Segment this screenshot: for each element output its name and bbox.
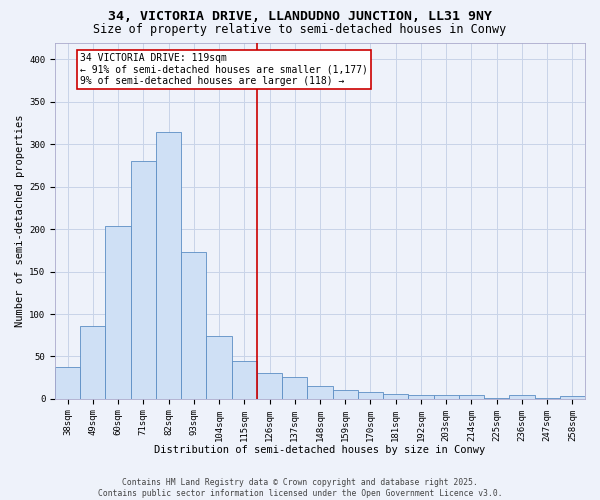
Text: 34 VICTORIA DRIVE: 119sqm
← 91% of semi-detached houses are smaller (1,177)
9% o: 34 VICTORIA DRIVE: 119sqm ← 91% of semi-…	[80, 52, 368, 86]
Text: 34, VICTORIA DRIVE, LLANDUDNO JUNCTION, LL31 9NY: 34, VICTORIA DRIVE, LLANDUDNO JUNCTION, …	[108, 10, 492, 23]
Bar	[484, 398, 509, 399]
Bar	[131, 162, 156, 399]
Bar	[509, 396, 535, 399]
Bar	[332, 390, 358, 399]
Bar	[55, 366, 80, 399]
Bar	[106, 226, 131, 399]
Text: Contains HM Land Registry data © Crown copyright and database right 2025.
Contai: Contains HM Land Registry data © Crown c…	[98, 478, 502, 498]
Bar	[181, 252, 206, 399]
Text: Size of property relative to semi-detached houses in Conwy: Size of property relative to semi-detach…	[94, 22, 506, 36]
Bar	[80, 326, 106, 399]
Bar	[459, 396, 484, 399]
Bar	[156, 132, 181, 399]
Bar	[282, 377, 307, 399]
Y-axis label: Number of semi-detached properties: Number of semi-detached properties	[15, 114, 25, 327]
Bar	[434, 394, 459, 399]
X-axis label: Distribution of semi-detached houses by size in Conwy: Distribution of semi-detached houses by …	[154, 445, 485, 455]
Bar	[232, 360, 257, 399]
Bar	[560, 396, 585, 399]
Bar	[383, 394, 409, 399]
Bar	[535, 398, 560, 399]
Bar	[257, 374, 282, 399]
Bar	[409, 396, 434, 399]
Bar	[358, 392, 383, 399]
Bar	[307, 386, 332, 399]
Bar	[206, 336, 232, 399]
